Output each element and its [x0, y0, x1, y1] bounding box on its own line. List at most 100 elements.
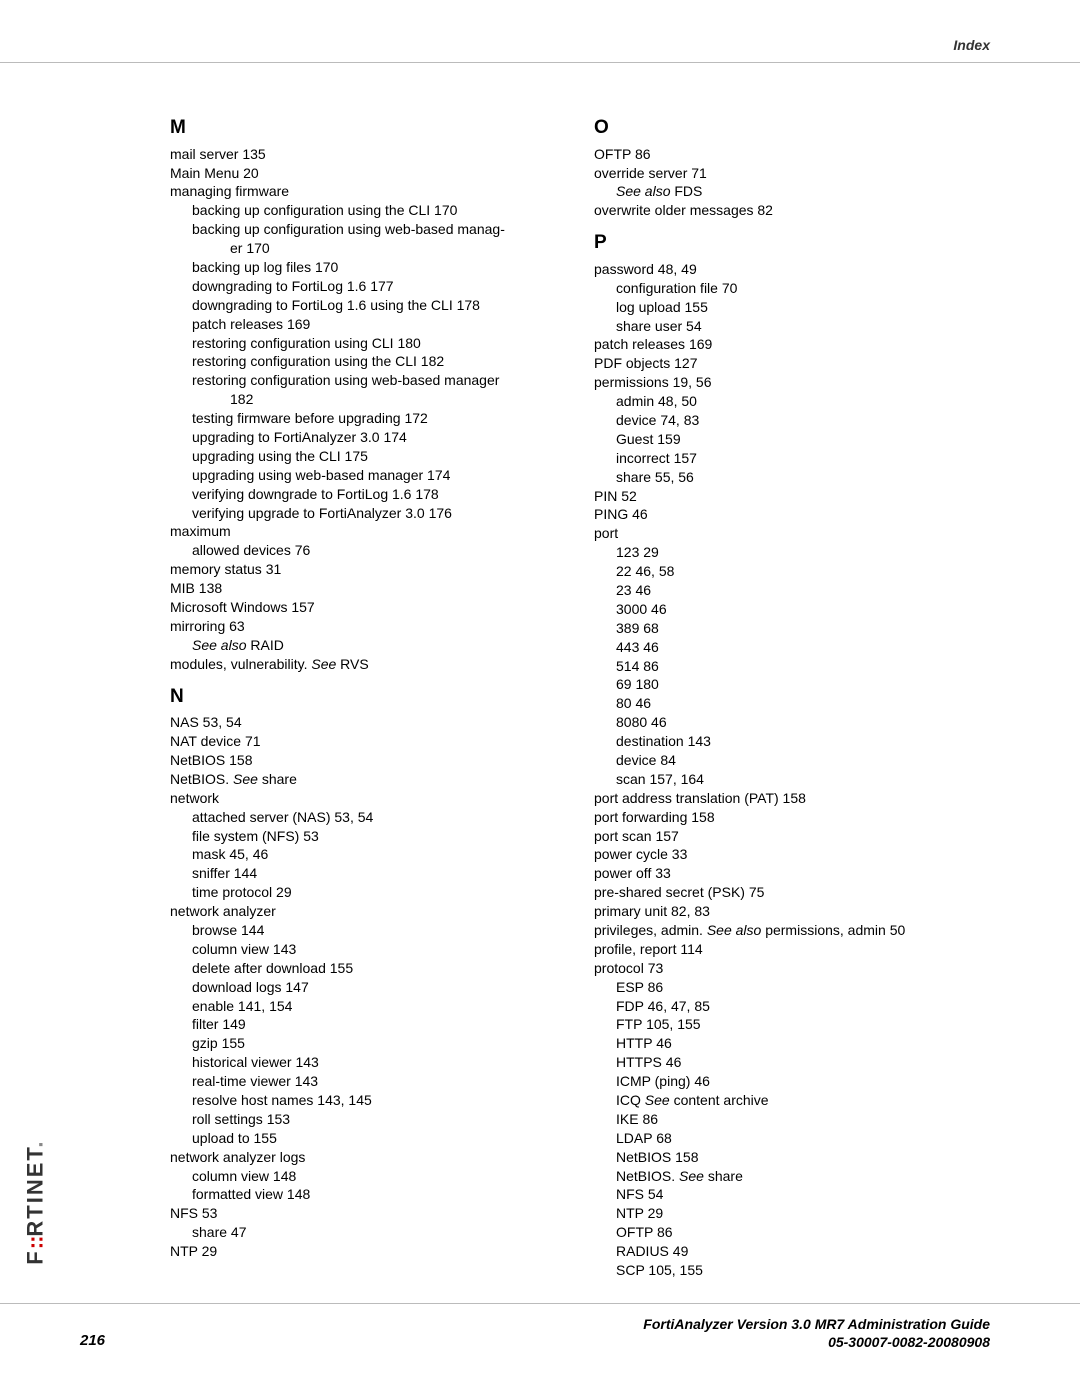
- index-entry: port address translation (PAT) 158: [594, 789, 990, 808]
- index-entry: mirroring 63: [170, 617, 566, 636]
- index-entry: incorrect 157: [594, 449, 990, 468]
- index-entry: PDF objects 127: [594, 354, 990, 373]
- left-column: M mail server 135Main Menu 20managing fi…: [170, 105, 566, 1280]
- index-entry: file system (NFS) 53: [170, 827, 566, 846]
- index-entry: upgrading to FortiAnalyzer 3.0 174: [170, 428, 566, 447]
- index-entry: 22 46, 58: [594, 562, 990, 581]
- index-entry: download logs 147: [170, 978, 566, 997]
- index-entry: Microsoft Windows 157: [170, 598, 566, 617]
- index-entry: RADIUS 49: [594, 1242, 990, 1261]
- index-entry: maximum: [170, 522, 566, 541]
- header-index-label: Index: [953, 36, 990, 55]
- index-entry: NetBIOS 158: [594, 1148, 990, 1167]
- index-entry: verifying upgrade to FortiAnalyzer 3.0 1…: [170, 504, 566, 523]
- index-entry: memory status 31: [170, 560, 566, 579]
- index-entry: backing up configuration using web-based…: [170, 220, 566, 239]
- index-entry: ICQ See content archive: [594, 1091, 990, 1110]
- index-entry: 3000 46: [594, 600, 990, 619]
- index-entry: PIN 52: [594, 487, 990, 506]
- index-entry: mail server 135: [170, 145, 566, 164]
- index-entry: downgrading to FortiLog 1.6 177: [170, 277, 566, 296]
- index-entry: LDAP 68: [594, 1129, 990, 1148]
- index-entry: backing up configuration using the CLI 1…: [170, 201, 566, 220]
- index-entry: upgrading using web-based manager 174: [170, 466, 566, 485]
- page-number: 216: [80, 1331, 105, 1351]
- index-entry: log upload 155: [594, 298, 990, 317]
- index-entry: 182: [170, 390, 566, 409]
- index-entry: 443 46: [594, 638, 990, 657]
- index-entry: destination 143: [594, 732, 990, 751]
- index-entry: testing firmware before upgrading 172: [170, 409, 566, 428]
- index-entry: attached server (NAS) 53, 54: [170, 808, 566, 827]
- index-entry: Guest 159: [594, 430, 990, 449]
- section-n-items: NAS 53, 54NAT device 71NetBIOS 158NetBIO…: [170, 713, 566, 1261]
- index-entry: SCP 105, 155: [594, 1261, 990, 1280]
- index-entry: share user 54: [594, 317, 990, 336]
- index-entry: profile, report 114: [594, 940, 990, 959]
- section-o: O: [594, 115, 990, 141]
- section-p: P: [594, 230, 990, 256]
- index-entry: override server 71: [594, 164, 990, 183]
- index-entry: network: [170, 789, 566, 808]
- index-entry: restoring configuration using web-based …: [170, 371, 566, 390]
- index-entry: 123 29: [594, 543, 990, 562]
- index-entry: mask 45, 46: [170, 845, 566, 864]
- index-entry: network analyzer: [170, 902, 566, 921]
- index-entry: password 48, 49: [594, 260, 990, 279]
- index-entry: overwrite older messages 82: [594, 201, 990, 220]
- index-entry: See also RAID: [170, 636, 566, 655]
- index-entry: NetBIOS. See share: [170, 770, 566, 789]
- index-entry: NetBIOS. See share: [594, 1167, 990, 1186]
- index-entry: roll settings 153: [170, 1110, 566, 1129]
- index-entry: real-time viewer 143: [170, 1072, 566, 1091]
- index-entry: delete after download 155: [170, 959, 566, 978]
- index-entry: time protocol 29: [170, 883, 566, 902]
- section-o-items: OFTP 86override server 71See also FDSove…: [594, 145, 990, 221]
- index-entry: browse 144: [170, 921, 566, 940]
- index-entry: power off 33: [594, 864, 990, 883]
- index-entry: FDP 46, 47, 85: [594, 997, 990, 1016]
- index-entry: permissions 19, 56: [594, 373, 990, 392]
- index-entry: allowed devices 76: [170, 541, 566, 560]
- footer: 216 FortiAnalyzer Version 3.0 MR7 Admini…: [80, 1315, 990, 1351]
- index-entry: NTP 29: [170, 1242, 566, 1261]
- index-entry: resolve host names 143, 145: [170, 1091, 566, 1110]
- index-entry: column view 148: [170, 1167, 566, 1186]
- index-entry: enable 141, 154: [170, 997, 566, 1016]
- index-entry: 514 86: [594, 657, 990, 676]
- index-entry: NTP 29: [594, 1204, 990, 1223]
- index-entry: verifying downgrade to FortiLog 1.6 178: [170, 485, 566, 504]
- index-entry: device 84: [594, 751, 990, 770]
- index-entry: Main Menu 20: [170, 164, 566, 183]
- index-entry: sniffer 144: [170, 864, 566, 883]
- index-entry: NAS 53, 54: [170, 713, 566, 732]
- index-entry: ESP 86: [594, 978, 990, 997]
- right-column: O OFTP 86override server 71See also FDSo…: [594, 105, 990, 1280]
- section-p-items: password 48, 49configuration file 70log …: [594, 260, 990, 1280]
- index-entry: upload to 155: [170, 1129, 566, 1148]
- index-entry: downgrading to FortiLog 1.6 using the CL…: [170, 296, 566, 315]
- index-entry: patch releases 169: [170, 315, 566, 334]
- index-entry: upgrading using the CLI 175: [170, 447, 566, 466]
- index-entry: OFTP 86: [594, 1223, 990, 1242]
- index-entry: managing firmware: [170, 182, 566, 201]
- section-m: M: [170, 115, 566, 141]
- index-entry: OFTP 86: [594, 145, 990, 164]
- index-entry: MIB 138: [170, 579, 566, 598]
- index-entry: port scan 157: [594, 827, 990, 846]
- index-entry: HTTP 46: [594, 1034, 990, 1053]
- index-entry: 8080 46: [594, 713, 990, 732]
- index-entry: historical viewer 143: [170, 1053, 566, 1072]
- index-entry: port: [594, 524, 990, 543]
- index-entry: device 74, 83: [594, 411, 990, 430]
- index-columns: M mail server 135Main Menu 20managing fi…: [170, 105, 990, 1280]
- index-entry: gzip 155: [170, 1034, 566, 1053]
- index-entry: NetBIOS 158: [170, 751, 566, 770]
- index-entry: restoring configuration using the CLI 18…: [170, 352, 566, 371]
- index-entry: formatted view 148: [170, 1185, 566, 1204]
- section-m-items: mail server 135Main Menu 20managing firm…: [170, 145, 566, 674]
- index-entry: filter 149: [170, 1015, 566, 1034]
- bottom-rule: [0, 1303, 1080, 1304]
- index-entry: See also FDS: [594, 182, 990, 201]
- index-entry: column view 143: [170, 940, 566, 959]
